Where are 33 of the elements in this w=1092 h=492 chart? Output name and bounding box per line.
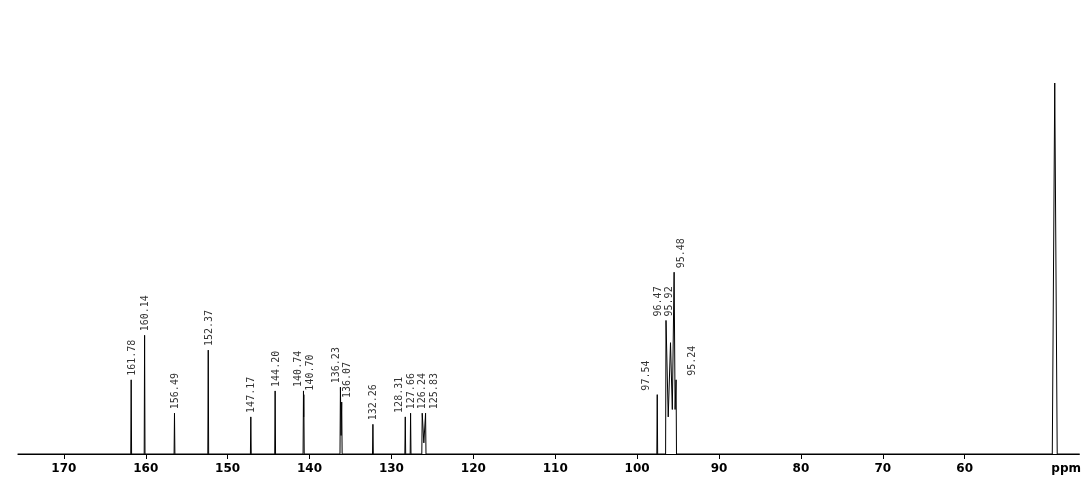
- annotation: 132.26: [367, 384, 379, 421]
- annotation: 95.92: [663, 286, 675, 317]
- x-tick-label: 120: [460, 461, 486, 475]
- annotation: 152.37: [202, 309, 214, 347]
- annotation: 147.17: [245, 376, 257, 413]
- x-tick-label: 70: [874, 461, 892, 475]
- x-tick-label: 100: [624, 461, 650, 475]
- annotation: 140.74: [292, 350, 304, 387]
- annotation: 140.70: [303, 354, 315, 391]
- annotation: 96.47: [651, 286, 663, 317]
- x-axis-title: ppm: [1051, 461, 1081, 475]
- annotation: 127.66: [404, 373, 416, 410]
- x-tick-label: 90: [710, 461, 728, 475]
- x-tick-label: 160: [133, 461, 159, 475]
- x-tick-label: 140: [297, 461, 323, 475]
- x-tick-label: 150: [215, 461, 241, 475]
- annotation: 95.24: [686, 345, 698, 376]
- annotation: 144.20: [269, 350, 281, 387]
- annotation: 136.07: [341, 361, 353, 399]
- annotation: 160.14: [139, 295, 151, 332]
- annotation: 125.83: [427, 373, 439, 410]
- annotation: 161.78: [125, 339, 137, 376]
- annotation: 95.48: [674, 238, 686, 269]
- annotation: 156.49: [168, 373, 180, 410]
- annotation: 126.24: [416, 373, 428, 410]
- annotation: 128.31: [393, 376, 405, 413]
- x-tick-label: 110: [542, 461, 568, 475]
- x-tick-label: 170: [51, 461, 77, 475]
- x-tick-label: 130: [378, 461, 404, 475]
- annotation: 136.23: [329, 347, 341, 384]
- x-tick-label: 60: [956, 461, 974, 475]
- annotation: 97.54: [640, 360, 652, 391]
- x-tick-label: 80: [792, 461, 810, 475]
